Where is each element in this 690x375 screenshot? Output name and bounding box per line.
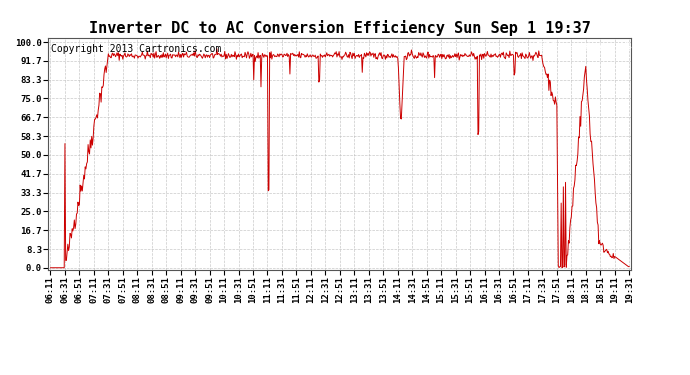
Title: Inverter DC to AC Conversion Efficiency Sun Sep 1 19:37: Inverter DC to AC Conversion Efficiency … <box>89 20 591 36</box>
Text: Copyright 2013 Cartronics.com: Copyright 2013 Cartronics.com <box>51 45 221 54</box>
